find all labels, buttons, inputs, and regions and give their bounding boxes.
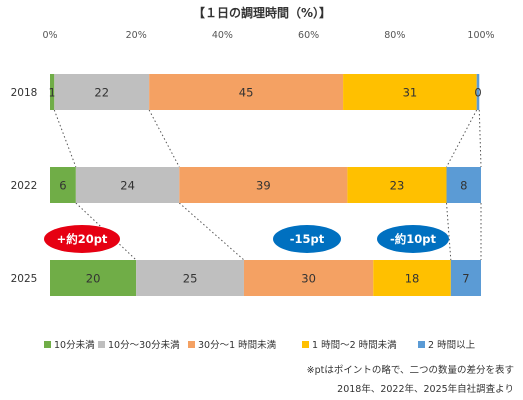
x-tick-label: 20% <box>126 30 147 41</box>
bar-2018-series-4 <box>476 74 480 110</box>
x-tick-label: 100% <box>467 30 494 41</box>
x-tick-label: 40% <box>212 30 233 41</box>
connector-line <box>75 202 137 261</box>
data-label-2022-series-4: 8 <box>460 179 467 193</box>
bar-2022-series-0 <box>50 167 76 203</box>
data-label-2018-series-1: 22 <box>94 86 109 100</box>
x-tick-label: 0% <box>42 30 57 41</box>
data-label-2025-series-2: 30 <box>301 272 316 286</box>
data-label-2025-series-0: 20 <box>86 272 101 286</box>
connector-line <box>53 109 77 168</box>
bar-2025-series-2 <box>243 260 374 296</box>
data-label-2022-series-0: 6 <box>59 179 66 193</box>
connector-line <box>446 109 478 168</box>
bar-2025-series-4 <box>450 260 481 296</box>
data-label-2018-series-4: 0 <box>474 86 481 100</box>
footnote-source: 2018年、2022年、2025年自社調査より <box>337 383 514 395</box>
data-label-2025-series-3: 18 <box>405 272 420 286</box>
category-label-2025: 2025 <box>11 273 38 285</box>
annotation-badge <box>44 225 120 253</box>
legend-swatch-0 <box>44 341 51 348</box>
category-labels: 2018 2022 2025 <box>11 87 38 285</box>
bar-2025-series-1 <box>136 260 244 296</box>
bar-2022-series-3 <box>347 167 447 203</box>
data-label-2018-series-3: 31 <box>403 86 418 100</box>
legend-swatch-3 <box>302 341 309 348</box>
legend-label-0: 10分未満 <box>54 339 95 351</box>
data-label-2018-series-0: 1 <box>48 86 55 100</box>
connector-line <box>478 109 482 168</box>
legend-swatch-2 <box>188 341 195 348</box>
data-label-2022-series-3: 23 <box>390 179 405 193</box>
bar-2025-series-3 <box>373 260 451 296</box>
bar-2018-series-2 <box>149 74 344 110</box>
bar-2022-series-1 <box>75 167 180 203</box>
x-tick-label: 60% <box>298 30 319 41</box>
x-tick-label: 80% <box>384 30 405 41</box>
legend-swatch-1 <box>98 341 105 348</box>
legend-label-2: 30分～1 時間未満 <box>198 339 277 351</box>
connector-lines <box>53 109 482 261</box>
chart-title: 【１日の調理時間（%）】 <box>193 5 331 20</box>
bar-2025-series-0 <box>50 260 137 296</box>
annotation-text: -15pt <box>290 232 325 246</box>
bar-2022-series-4 <box>446 167 481 203</box>
data-label-2018-series-2: 45 <box>239 86 254 100</box>
data-label-2025-series-4: 7 <box>462 272 469 286</box>
legend-label-1: 10分～30分未満 <box>108 339 180 351</box>
data-label-2022-series-1: 24 <box>120 179 135 193</box>
legend-label-3: 1 時間～2 時間未満 <box>312 339 397 351</box>
bar-2022-series-2 <box>179 167 348 203</box>
annotation-text: -約10pt <box>390 232 437 246</box>
bar-2018-series-1 <box>54 74 150 110</box>
annotation-text: +約20pt <box>57 232 108 246</box>
category-label-2018: 2018 <box>11 87 38 99</box>
legend-label-4: 2 時間以上 <box>428 340 476 351</box>
bar-2018-series-3 <box>343 74 477 110</box>
bars: 1 22 45 31 0 6 24 39 23 8 20 25 30 18 7 <box>48 74 482 296</box>
data-label-2025-series-1: 25 <box>183 272 198 286</box>
connector-line <box>446 202 452 261</box>
connector-line <box>178 202 245 261</box>
x-axis-ticks: 0% 20% 40% 60% 80% 100% <box>42 30 494 41</box>
annotation-badge <box>377 225 449 253</box>
footnote-note: ※ptはポイントの略で、二つの数量の差分を表す <box>307 364 514 376</box>
data-label-2022-series-2: 39 <box>256 179 271 193</box>
annotation-badge <box>273 225 341 253</box>
annotations: +約20pt -15pt -約10pt <box>44 225 449 253</box>
connector-line <box>148 109 180 168</box>
legend: 10分未満 10分～30分未満 30分～1 時間未満 1 時間～2 時間未満 2 時間以… <box>44 339 476 351</box>
bar-2018-series-0 <box>50 74 55 110</box>
legend-swatch-4 <box>418 341 425 348</box>
category-label-2022: 2022 <box>11 180 38 192</box>
